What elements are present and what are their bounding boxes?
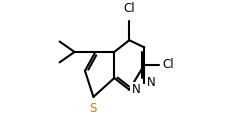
Text: N: N: [147, 76, 155, 89]
Text: Cl: Cl: [124, 2, 135, 15]
Text: Cl: Cl: [163, 58, 174, 72]
Text: N: N: [132, 83, 140, 96]
Text: S: S: [90, 102, 97, 115]
